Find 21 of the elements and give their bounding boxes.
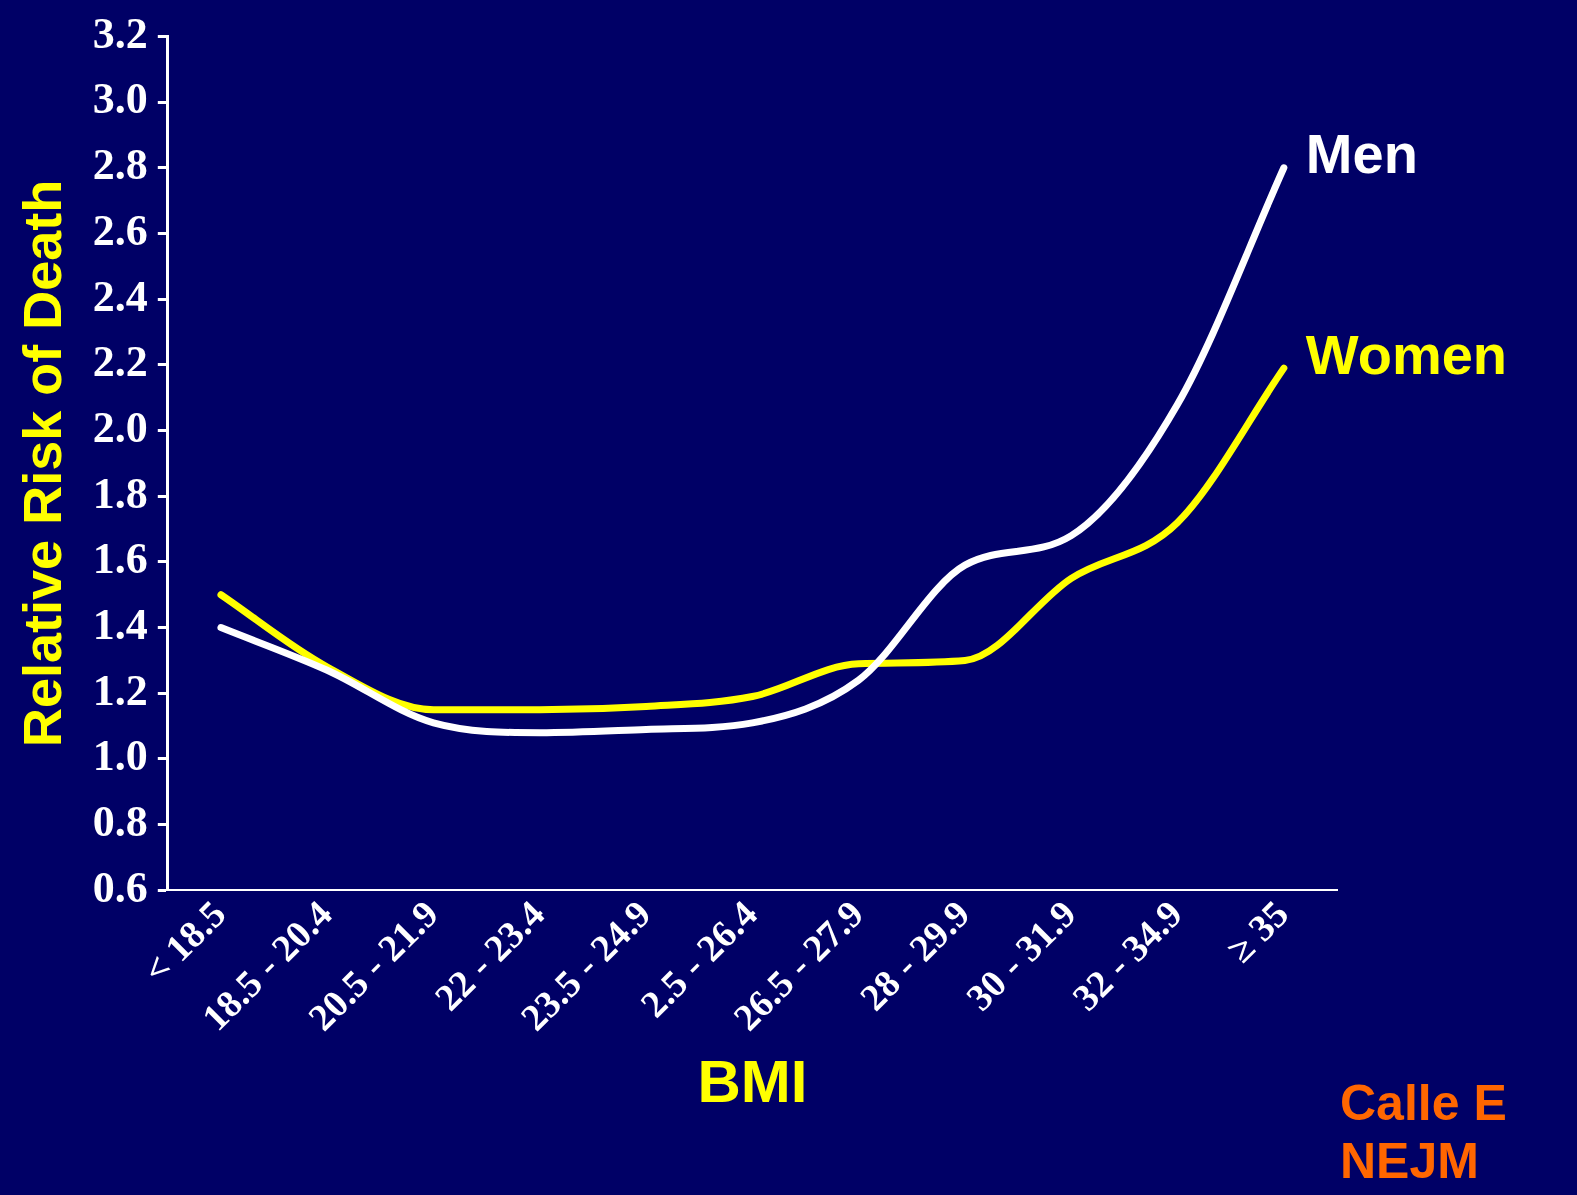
y-tick-label: 1.2 xyxy=(92,665,148,715)
y-tick-label: 0.8 xyxy=(92,797,148,846)
y-tick-label: 2.6 xyxy=(92,205,148,255)
x-tick-label: ≥ 35 xyxy=(1218,892,1297,971)
y-tick-label: 2.0 xyxy=(92,402,148,452)
y-tick-label: 1.8 xyxy=(92,468,148,518)
y-tick-label: 1.4 xyxy=(92,599,148,649)
y-tick-label: 2.8 xyxy=(92,140,148,190)
y-tick-label: 3.0 xyxy=(92,74,148,124)
series-label: Men xyxy=(1305,122,1418,186)
y-tick-label: 2.4 xyxy=(92,271,148,321)
y-tick-label: 1.6 xyxy=(92,534,148,584)
x-axis-title: BMI xyxy=(697,1047,808,1115)
y-tick-label: 1.0 xyxy=(92,731,148,781)
y-tick-label: 3.2 xyxy=(92,8,148,58)
y-tick-label: 0.6 xyxy=(92,862,148,912)
y-axis-title: Relative Risk of Death xyxy=(12,179,73,747)
text: Calle E xyxy=(1340,1075,1507,1131)
text: NEJM xyxy=(1340,1133,1479,1189)
series-label: Women xyxy=(1305,322,1508,386)
y-tick-label: 2.2 xyxy=(92,337,148,387)
